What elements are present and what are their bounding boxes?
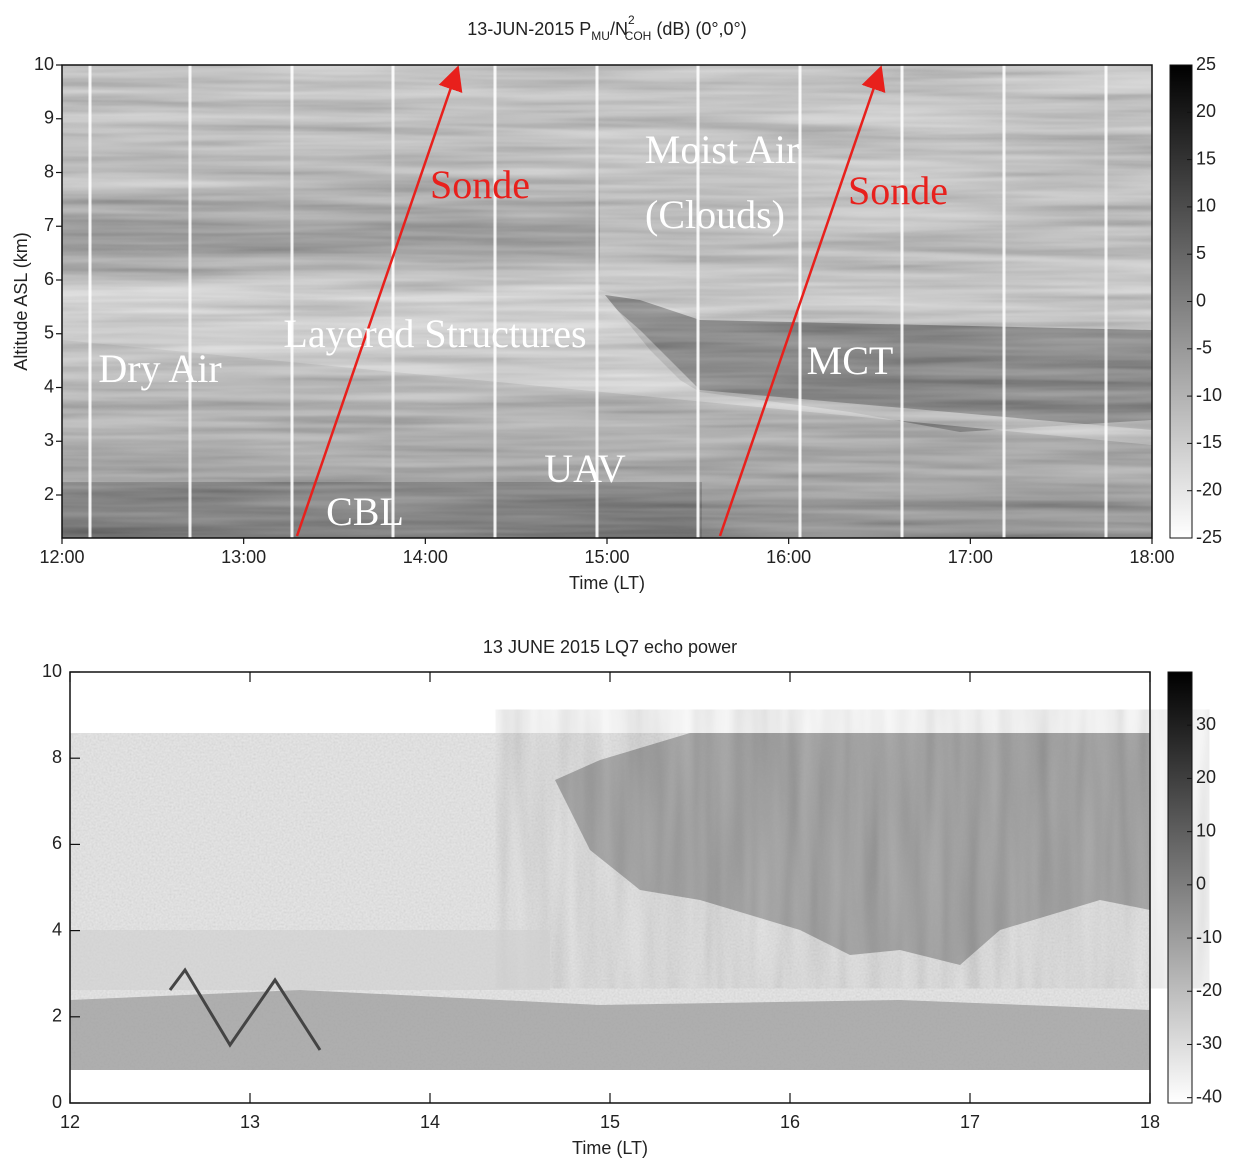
title-part: 13 JUNE 2015 LQ7 echo power bbox=[483, 637, 737, 657]
y-tick-label: 10 bbox=[42, 661, 62, 681]
chart-title: 13-JUN-2015 PMU/N2 COH (dB) (0°,0°) bbox=[467, 13, 747, 43]
colorbar-tick-label: -15 bbox=[1196, 432, 1222, 452]
colorbar-tick-label: -25 bbox=[1196, 527, 1222, 547]
bottom-image bbox=[70, 733, 1150, 1070]
title-part: 13-JUN-2015 P bbox=[467, 19, 591, 39]
chart-title: 13 JUNE 2015 LQ7 echo power bbox=[483, 637, 737, 657]
annotation: UAV bbox=[544, 446, 626, 491]
title-part: 2 bbox=[628, 13, 635, 27]
annotation: Layered Structures bbox=[283, 311, 586, 356]
y-tick-label: 4 bbox=[52, 919, 62, 939]
y-axis-label: Altitude ASL (km) bbox=[11, 232, 31, 370]
y-tick-label: 5 bbox=[44, 323, 54, 343]
x-tick-label: 13 bbox=[240, 1112, 260, 1132]
y-tick-label: 9 bbox=[44, 108, 54, 128]
x-tick-label: 15 bbox=[600, 1112, 620, 1132]
y-tick-label: 8 bbox=[52, 747, 62, 767]
y-tick-label: 7 bbox=[44, 215, 54, 235]
colorbar-tick-label: -5 bbox=[1196, 338, 1212, 358]
colorbar-tick-label: -10 bbox=[1196, 385, 1222, 405]
y-tick-label: 10 bbox=[34, 54, 54, 74]
x-tick-label: 17:00 bbox=[948, 547, 993, 567]
colorbar-tick-label: -20 bbox=[1196, 980, 1222, 1000]
colorbar-tick-label: 15 bbox=[1196, 148, 1216, 168]
x-tick-label: 18:00 bbox=[1129, 547, 1174, 567]
colorbar-tick-label: -10 bbox=[1196, 927, 1222, 947]
title-part: /N bbox=[610, 19, 628, 39]
x-tick-label: 13:00 bbox=[221, 547, 266, 567]
colorbar-tick-label: 30 bbox=[1196, 714, 1216, 734]
colorbar-tick-label: 10 bbox=[1196, 196, 1216, 216]
colorbar-tick-label: -20 bbox=[1196, 479, 1222, 499]
annotation: CBL bbox=[326, 489, 404, 534]
x-axis-label: Time (LT) bbox=[572, 1138, 648, 1158]
colorbar-tick-label: 0 bbox=[1196, 874, 1206, 894]
x-tick-label: 14 bbox=[420, 1112, 440, 1132]
x-tick-label: 12:00 bbox=[39, 547, 84, 567]
x-tick-label: 16:00 bbox=[766, 547, 811, 567]
y-tick-label: 8 bbox=[44, 161, 54, 181]
colorbar bbox=[1167, 671, 1193, 1104]
top-image bbox=[62, 65, 1152, 538]
annotation: MCT bbox=[807, 338, 894, 383]
x-tick-label: 17 bbox=[960, 1112, 980, 1132]
annotation: Dry Air bbox=[98, 346, 221, 391]
y-tick-label: 6 bbox=[52, 833, 62, 853]
x-axis-label: Time (LT) bbox=[569, 573, 645, 593]
y-tick-label: 6 bbox=[44, 269, 54, 289]
title-part: MU bbox=[591, 29, 610, 43]
colorbar-tick-label: 20 bbox=[1196, 101, 1216, 121]
x-tick-label: 15:00 bbox=[584, 547, 629, 567]
colorbar-tick-label: 25 bbox=[1196, 54, 1216, 74]
colorbar-tick-label: -40 bbox=[1196, 1086, 1222, 1106]
y-tick-label: 2 bbox=[52, 1006, 62, 1026]
x-tick-label: 18 bbox=[1140, 1112, 1160, 1132]
colorbar-tick-label: 10 bbox=[1196, 820, 1216, 840]
annotation: Sonde bbox=[430, 162, 530, 207]
y-tick-label: 0 bbox=[52, 1092, 62, 1112]
annotation: Moist Air bbox=[645, 127, 799, 172]
title-part: (dB) (0°,0°) bbox=[651, 19, 746, 39]
title-part: COH bbox=[625, 29, 652, 43]
colorbar-tick-label: -30 bbox=[1196, 1033, 1222, 1053]
y-tick-label: 3 bbox=[44, 430, 54, 450]
colorbar-tick-label: 5 bbox=[1196, 243, 1206, 263]
x-tick-label: 12 bbox=[60, 1112, 80, 1132]
x-tick-label: 16 bbox=[780, 1112, 800, 1132]
annotation: (Clouds) bbox=[645, 192, 785, 237]
y-tick-label: 2 bbox=[44, 484, 54, 504]
annotation: Sonde bbox=[848, 168, 948, 213]
y-tick-label: 4 bbox=[44, 376, 54, 396]
colorbar-tick-label: 0 bbox=[1196, 290, 1206, 310]
x-tick-label: 14:00 bbox=[403, 547, 448, 567]
colorbar-tick-label: 20 bbox=[1196, 767, 1216, 787]
